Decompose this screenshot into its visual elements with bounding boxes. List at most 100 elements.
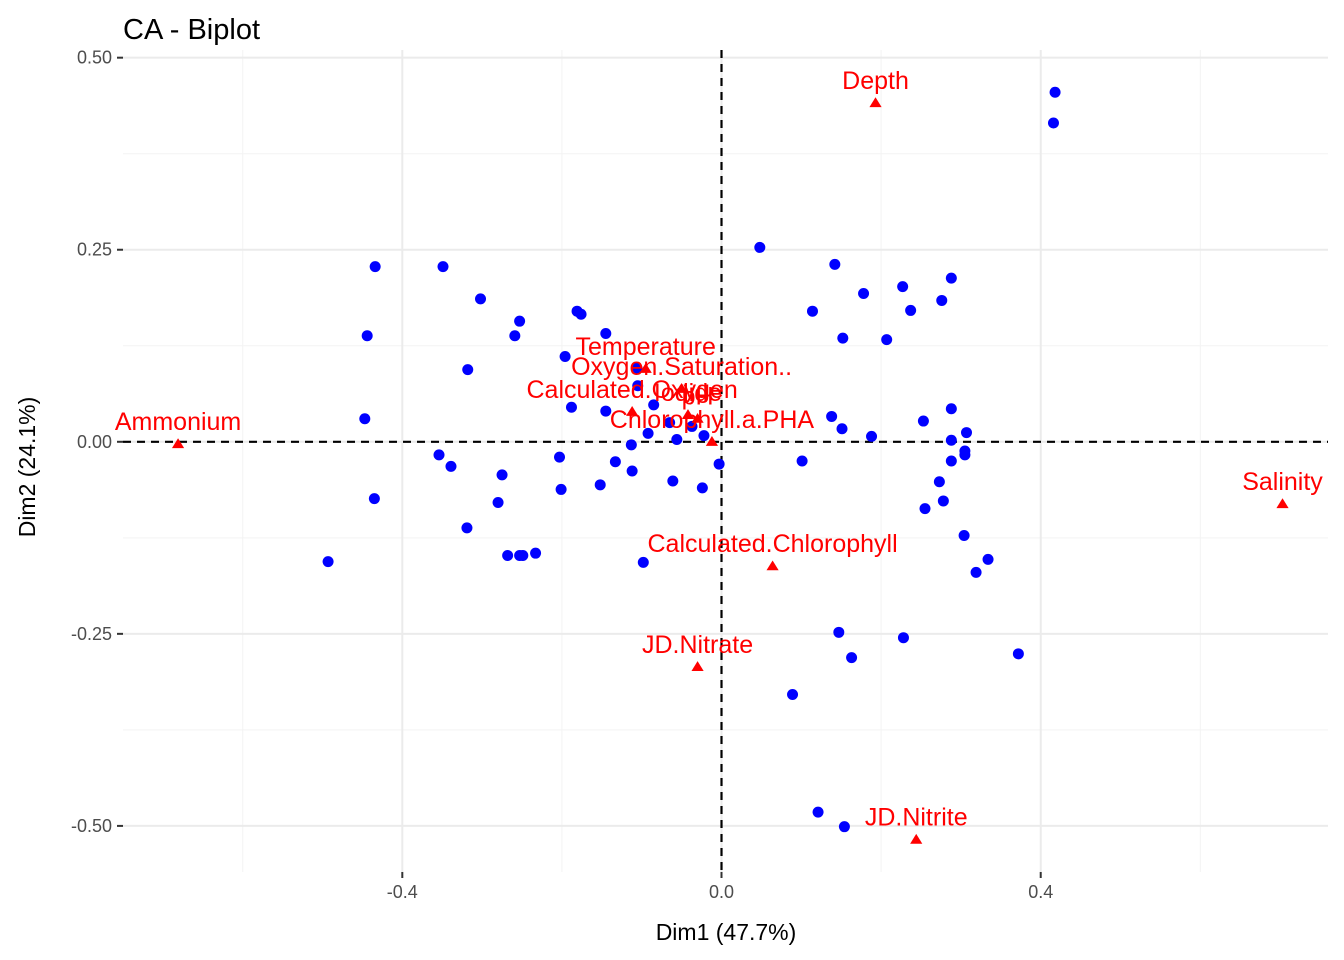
row-point-52: [517, 549, 529, 561]
row-point-24: [359, 413, 371, 425]
row-point-48: [461, 522, 473, 534]
row-point-3: [829, 258, 841, 270]
row-point-0: [1049, 86, 1061, 98]
row-point-20: [600, 327, 612, 339]
col-point-temperature: [639, 363, 652, 373]
row-point-45: [492, 496, 504, 508]
col-label-ph: pH: [682, 383, 714, 411]
row-point-53: [530, 547, 542, 559]
x-tick-label-2: 0.4: [1028, 882, 1053, 902]
row-point-28: [648, 399, 660, 411]
row-point-21: [559, 351, 571, 363]
row-point-50: [502, 549, 514, 561]
row-point-12: [369, 261, 381, 273]
row-point-25: [565, 401, 577, 413]
col-label-salinity: Salinity: [1242, 468, 1323, 496]
row-point-37: [445, 460, 457, 472]
col-label-temperature: Temperature: [576, 333, 716, 361]
col-label-depth: Depth: [842, 67, 909, 95]
row-point-9: [806, 305, 818, 317]
col-label-iodide: Iodide: [654, 379, 722, 407]
chart-title: CA - Biplot: [123, 14, 260, 46]
row-point-44: [368, 493, 380, 505]
row-point-33: [686, 420, 698, 432]
plot-background: [123, 50, 1328, 872]
row-point-77: [812, 806, 824, 818]
row-point-43: [696, 482, 708, 494]
col-label-jd-nitrite: JD.Nitrite: [865, 804, 968, 832]
row-point-30: [625, 439, 637, 451]
col-point-chlorophyll-a-pha: [705, 435, 719, 446]
row-point-34: [698, 430, 710, 442]
row-point-68: [796, 455, 808, 467]
column-labels: Ammonium Depth Salinity TemperatureOxygen.S…: [115, 67, 1323, 832]
column-points: [171, 97, 1289, 844]
y-tick-label-0: 0.50: [77, 48, 112, 68]
row-point-10: [837, 332, 849, 344]
col-label-calculated-oxygen: Calculated.Oxygen: [527, 376, 738, 404]
row-point-40: [609, 456, 621, 468]
row-points: [322, 86, 1061, 833]
row-point-31: [671, 433, 683, 445]
row-point-69: [958, 530, 970, 542]
row-point-71: [970, 566, 982, 578]
col-point-calculated-oxygen: [626, 406, 639, 416]
row-point-61: [945, 455, 957, 467]
y-axis-title: Dim2 (24.1%): [14, 397, 40, 538]
row-point-1: [1047, 117, 1059, 129]
row-point-75: [1012, 648, 1024, 660]
row-point-15: [514, 315, 526, 327]
x-tick-label-1: 0.0: [709, 882, 734, 902]
row-point-19: [575, 308, 587, 320]
col-label-ammonium: Ammonium: [115, 408, 241, 436]
row-point-74: [897, 632, 909, 644]
row-point-46: [555, 483, 567, 495]
col-point-ph: [691, 412, 704, 423]
axes: -0.4 0.0 0.4 0.50 0.25 0.00 -0.25 -0.50: [71, 48, 1053, 902]
y-tick-label-1: 0.25: [77, 240, 112, 260]
row-point-64: [919, 503, 931, 515]
row-point-8: [905, 304, 917, 316]
row-point-16: [509, 330, 521, 342]
y-tick-label-4: -0.50: [71, 816, 112, 836]
col-label-jd-nitrate: JD.Nitrate: [642, 631, 753, 659]
col-label-oxygen-saturation: Oxygen.Saturation..: [571, 353, 792, 381]
row-point-6: [897, 281, 909, 293]
col-point-oxygen-saturation: [675, 382, 688, 393]
row-point-49: [322, 556, 334, 568]
row-point-36: [433, 449, 445, 461]
row-point-65: [866, 430, 878, 442]
col-label-calculated-chlorophyll: Calculated.Chlorophyll: [648, 530, 898, 558]
row-point-76: [787, 689, 799, 701]
row-point-78: [838, 821, 850, 833]
row-point-54: [637, 556, 649, 568]
col-point-ammonium: [171, 438, 185, 449]
col-point-depth: [869, 97, 882, 108]
col-point-iodide: [681, 409, 695, 419]
row-point-38: [496, 469, 508, 481]
row-point-17: [361, 330, 373, 342]
row-point-2: [754, 241, 766, 253]
row-point-35: [713, 458, 725, 470]
row-point-13: [437, 261, 449, 273]
row-point-67: [826, 410, 838, 422]
x-axis-title: Dim1 (47.7%): [656, 919, 797, 945]
col-point-jd-nitrite: [910, 833, 923, 844]
row-point-22: [462, 364, 474, 376]
col-point-calculated-chlorophyll: [766, 560, 779, 571]
col-point-jd-nitrate: [691, 661, 704, 671]
x-tick-label-0: -0.4: [387, 882, 418, 902]
row-point-14: [475, 293, 487, 305]
col-label-chlorophyll-a-pha: Chlorophyll.a.PHA: [610, 406, 815, 434]
y-tick-label-2: 0.00: [77, 432, 112, 452]
row-point-63: [937, 495, 949, 507]
row-point-55: [945, 403, 957, 415]
row-point-11: [881, 334, 893, 346]
row-point-70: [982, 553, 994, 565]
row-point-5: [858, 288, 870, 300]
row-point-73: [846, 652, 858, 664]
row-point-7: [936, 294, 948, 306]
row-point-23: [631, 362, 643, 374]
row-point-26: [600, 405, 612, 417]
row-point-60: [959, 449, 971, 461]
